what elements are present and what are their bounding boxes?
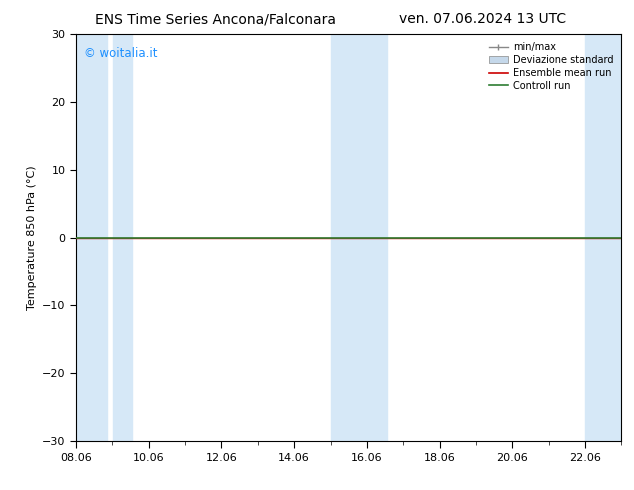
Bar bbox=[75, 34, 107, 441]
Bar bbox=[113, 34, 133, 441]
Y-axis label: Temperature 850 hPa (°C): Temperature 850 hPa (°C) bbox=[27, 165, 37, 310]
Bar bbox=[330, 34, 387, 441]
Text: ven. 07.06.2024 13 UTC: ven. 07.06.2024 13 UTC bbox=[399, 12, 567, 26]
Text: ENS Time Series Ancona/Falconara: ENS Time Series Ancona/Falconara bbox=[95, 12, 336, 26]
Bar bbox=[585, 34, 622, 441]
Text: © woitalia.it: © woitalia.it bbox=[84, 47, 158, 59]
Legend: min/max, Deviazione standard, Ensemble mean run, Controll run: min/max, Deviazione standard, Ensemble m… bbox=[486, 39, 616, 94]
